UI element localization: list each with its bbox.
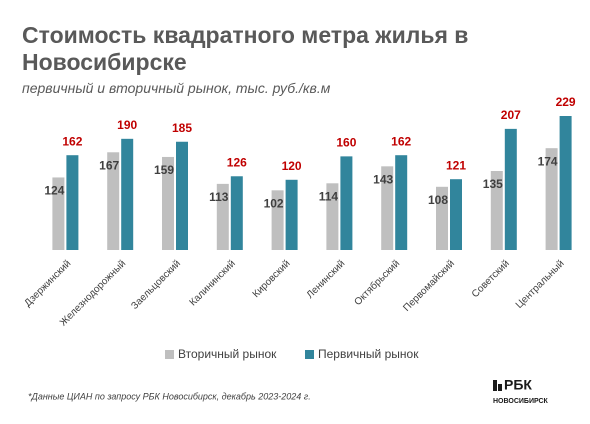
bar xyxy=(559,116,572,250)
x-tick-label: Заельцовский xyxy=(129,258,183,312)
x-tick-label: Калининский xyxy=(188,258,238,308)
bar xyxy=(450,179,462,250)
legend-label: Первичный рынок xyxy=(318,347,419,361)
value-label: 121 xyxy=(446,158,466,172)
legend-swatch xyxy=(165,350,174,359)
x-tick-label: Первомайский xyxy=(401,258,457,314)
bar xyxy=(490,171,503,250)
chart-title: Стоимость квадратного метра жилья в Ново… xyxy=(22,22,469,75)
logo-icon xyxy=(493,380,497,391)
bar xyxy=(326,183,339,250)
value-label: 126 xyxy=(227,155,247,169)
value-label: 229 xyxy=(556,95,576,109)
bar xyxy=(381,166,394,250)
logo-name: РБК xyxy=(504,377,532,393)
legend-swatch xyxy=(305,350,314,359)
bar xyxy=(271,190,284,250)
bar xyxy=(545,148,558,250)
footnote: *Данные ЦИАН по запросу РБК Новосибирск,… xyxy=(28,391,311,401)
bar xyxy=(504,128,517,250)
x-tick-label: Дзержинский xyxy=(22,258,73,309)
value-label: 120 xyxy=(282,159,302,173)
value-label: 108 xyxy=(428,193,448,207)
bar xyxy=(395,155,408,250)
value-label: 190 xyxy=(117,118,137,132)
bar xyxy=(52,177,65,250)
value-label: 207 xyxy=(501,108,521,122)
value-label: 162 xyxy=(391,134,411,148)
logo-icon xyxy=(498,384,502,391)
bar xyxy=(216,183,229,250)
bar xyxy=(436,186,448,250)
value-label: 135 xyxy=(483,177,503,191)
value-label: 114 xyxy=(319,189,339,203)
logo: РБК НОВОСИБИРСК xyxy=(493,377,549,405)
bar xyxy=(176,141,188,250)
value-label: 124 xyxy=(44,184,64,198)
value-label: 174 xyxy=(538,154,558,168)
value-label: 167 xyxy=(99,158,119,172)
x-tick-label: Ленинский xyxy=(305,258,348,301)
chart-subtitle: первичный и вторичный рынок, тыс. руб./к… xyxy=(22,80,331,96)
bar xyxy=(66,155,79,250)
logo-region: НОВОСИБИРСК xyxy=(493,398,549,405)
x-tick-label: Центральный xyxy=(514,258,567,311)
bar xyxy=(162,156,174,250)
value-label: 162 xyxy=(62,134,82,148)
value-label: 143 xyxy=(373,172,393,186)
bar xyxy=(121,138,134,250)
value-label: 185 xyxy=(172,121,192,135)
value-label: 102 xyxy=(264,196,284,210)
bar xyxy=(285,179,298,250)
x-tick-label: Кировский xyxy=(251,258,293,300)
x-tick-label: Октябрьский xyxy=(352,258,402,308)
x-tick-label: Советский xyxy=(470,258,512,300)
value-label: 113 xyxy=(209,190,229,204)
bar xyxy=(340,156,353,250)
value-label: 159 xyxy=(154,163,174,177)
bar xyxy=(230,176,243,250)
legend-label: Вторичный рынок xyxy=(178,347,277,361)
bar xyxy=(107,152,120,250)
value-label: 160 xyxy=(336,136,356,150)
